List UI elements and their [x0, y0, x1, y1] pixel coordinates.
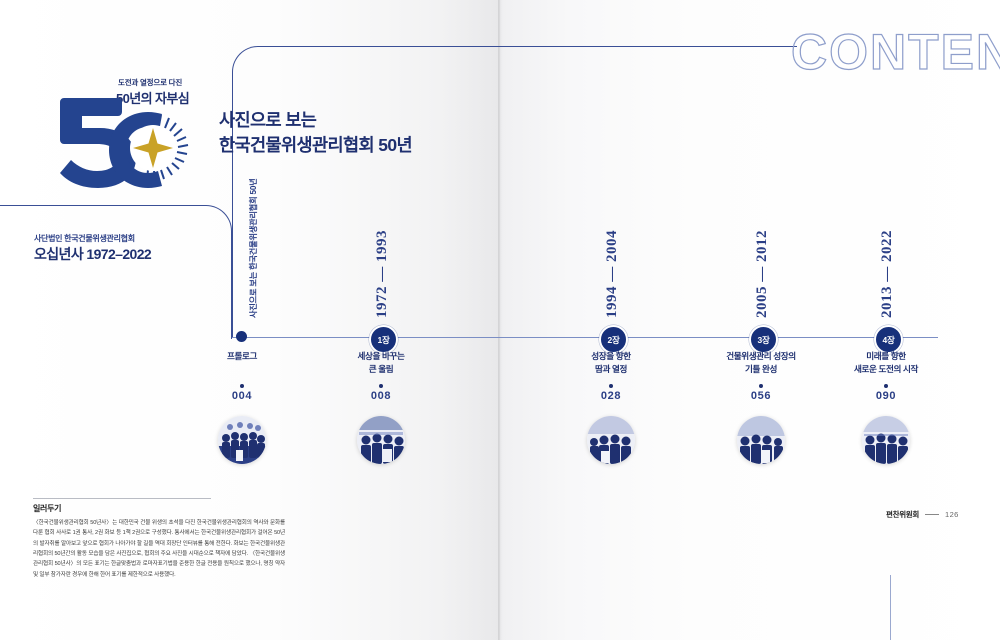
book-spine	[498, 0, 503, 640]
timeline-node-chapter-4[interactable]: 4장	[874, 325, 903, 354]
timeline-node-prologue[interactable]	[236, 331, 247, 342]
left-connector-rail	[0, 205, 232, 339]
page-number-3: 056	[750, 390, 772, 402]
chapter-photo-3[interactable]	[737, 416, 785, 464]
page-dot-prologue	[240, 384, 244, 388]
page-number-1: 008	[370, 390, 392, 402]
fifty-year-history-title: 오십년사 1972–2022	[34, 246, 152, 262]
footer-dash-icon	[925, 514, 939, 515]
page-number-prologue: 004	[231, 390, 253, 402]
page-title-line1: 사진으로 보는	[219, 110, 317, 130]
timeline-node-chapter-1[interactable]: 1장	[369, 325, 398, 354]
chapter-photo-2[interactable]	[587, 416, 635, 464]
chapter-label-4: 미래를 향한 새로운 도전의 시작	[853, 351, 919, 374]
right-page-surface	[500, 0, 1000, 640]
note-divider	[33, 498, 211, 499]
vertical-year-ch1: 1972 — 1993	[374, 230, 390, 318]
page-number-4: 090	[875, 390, 897, 402]
footer-label: 편찬위원회	[886, 510, 919, 519]
vertical-year-ch2: 1994 — 2004	[604, 230, 620, 318]
chapter-label-2: 성장을 향한 땀과 열정	[591, 351, 631, 374]
page-dot-2	[609, 384, 613, 388]
logo-50-mark	[60, 98, 189, 188]
chapter-photo-1[interactable]	[357, 416, 405, 464]
vertical-subtitle-prologue: 사진으로 보는 한국건물위생관리협회 50년	[249, 178, 258, 318]
contents-wordmark: CONTENTS	[790, 23, 1000, 80]
anniversary-logo: 도전과 열정으로 다진 50년의 자부심	[40, 78, 190, 188]
page-number-2: 028	[600, 390, 622, 402]
right-edge-tick	[890, 575, 891, 640]
footer: 편찬위원회 126	[886, 509, 959, 520]
timeline-axis	[232, 337, 938, 338]
page-title-line2: 한국건물위생관리협회 50년	[219, 135, 413, 156]
note-title: 일러두기	[33, 504, 62, 513]
chapter-label-prologue: 프롤로그	[226, 351, 258, 361]
timeline-node-chapter-2[interactable]: 2장	[599, 325, 628, 354]
chapter-photo-4[interactable]	[862, 416, 910, 464]
vertical-year-ch3: 2005 — 2012	[754, 230, 770, 318]
logo-tagline-big: 50년의 자부심	[116, 91, 190, 106]
page-dot-4	[884, 384, 888, 388]
timeline-node-chapter-3[interactable]: 3장	[749, 325, 778, 354]
association-name: 사단법인 한국건물위생관리협회	[34, 234, 135, 243]
vertical-year-ch4: 2013 — 2022	[879, 230, 895, 318]
chapter-photo-prologue[interactable]	[218, 416, 266, 464]
page-title: 사진으로 보는 한국건물위생관리협회 50년	[219, 108, 413, 159]
logo-tagline-small: 도전과 열정으로 다진	[118, 78, 183, 87]
page-dot-1	[379, 384, 383, 388]
page-dot-3	[759, 384, 763, 388]
note-body: 〈한국건물위생관리협회 50년사〉는 대한민국 건물 위생의 초석을 다진 한국…	[33, 520, 285, 578]
chapter-label-1: 세상을 바꾸는 큰 울림	[357, 351, 405, 374]
chapter-label-3: 건물위생관리 성장의 기틀 완성	[726, 351, 796, 374]
footer-page-number: 126	[945, 510, 959, 519]
top-connector-rail	[232, 46, 797, 338]
